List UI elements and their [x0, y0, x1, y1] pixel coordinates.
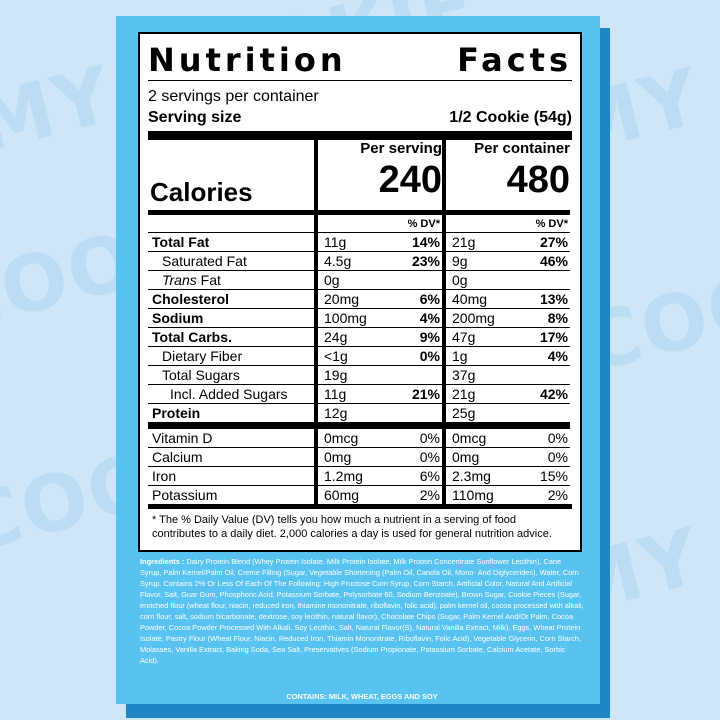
servings-per-container: 2 servings per container: [148, 88, 319, 105]
serving-value: 19g: [314, 366, 442, 385]
vitamin-name: Iron: [148, 467, 314, 486]
serving-value: 11g 21%: [314, 385, 442, 404]
serving-value: 12g: [314, 404, 442, 422]
serving-value: 1.2mg 6%: [314, 467, 442, 486]
serving-value: 100mg 4%: [314, 309, 442, 328]
container-value: 110mg 2%: [442, 486, 570, 504]
dv-footnote: * The % Daily Value (DV) tells you how m…: [148, 504, 572, 541]
per-serving-label: Per serving: [360, 140, 442, 157]
serving-value: 24g 9%: [314, 328, 442, 347]
container-value: 21g 42%: [442, 385, 570, 404]
serving-value: 20mg 6%: [314, 290, 442, 309]
vitamin-name: Calcium: [148, 448, 314, 467]
calories-per-container: 480: [506, 159, 570, 201]
container-value: 25g: [442, 404, 570, 422]
serving-value: 0mcg 0%: [314, 429, 442, 448]
serving-value: 60mg 2%: [314, 486, 442, 504]
per-container-column: Per container 480: [442, 140, 570, 210]
serving-value: 4.5g 23%: [314, 252, 442, 271]
separator: [314, 210, 442, 215]
container-value: 0g: [442, 271, 570, 290]
container-value: 1g 4%: [442, 347, 570, 366]
title-facts: Facts: [457, 41, 572, 79]
nutrient-name: Sodium: [148, 309, 314, 328]
container-value: 47g 17%: [442, 328, 570, 347]
per-container-label: Per container: [474, 140, 570, 157]
separator: [148, 210, 314, 215]
nutrient-name: Trans Fat: [148, 271, 314, 290]
container-value: 0mg 0%: [442, 448, 570, 467]
serving-value: 11g 14%: [314, 233, 442, 252]
per-serving-column: Per serving 240: [314, 140, 442, 210]
nutrient-name: Total Carbs.: [148, 328, 314, 347]
container-value: 9g 46%: [442, 252, 570, 271]
dv-header-blank: [148, 215, 314, 233]
allergen-statement: CONTAINS: MILK, WHEAT, EGGS AND SOY: [286, 692, 438, 701]
container-value: 0mcg 0%: [442, 429, 570, 448]
ingredients-text: Ingredients : Dairy Protein Blend (Whey …: [140, 556, 584, 666]
dv-header-container: % DV*: [442, 215, 570, 233]
title-nutrition: Nutrition: [148, 41, 347, 79]
ingredients-list: Dairy Protein Blend (Whey Protein Isolat…: [140, 557, 584, 665]
nutrient-name: Incl. Added Sugars: [148, 385, 314, 404]
nutrient-name: Total Fat: [148, 233, 314, 252]
serving-size-row: Serving size 1/2 Cookie (54g): [148, 107, 572, 140]
serving-value: <1g 0%: [314, 347, 442, 366]
container-value: 200mg 8%: [442, 309, 570, 328]
serving-value: 0g: [314, 271, 442, 290]
nutrient-name: Dietary Fiber: [148, 347, 314, 366]
nutrition-facts-label: Nutrition Facts 2 servings per container…: [138, 32, 582, 552]
nutrient-name: Saturated Fat: [148, 252, 314, 271]
container-value: 40mg 13%: [442, 290, 570, 309]
nutrient-table: Calories Per serving 240 Per container 4…: [148, 140, 572, 504]
ingredients-label: Ingredients :: [140, 557, 185, 566]
separator: [442, 210, 570, 215]
vitamin-name: Potassium: [152, 487, 218, 503]
vitamin-name: Vitamin D: [148, 429, 314, 448]
calories-per-serving: 240: [378, 159, 442, 201]
nutrient-name: Total Sugars: [148, 366, 314, 385]
serving-size-label: Serving size: [148, 109, 242, 126]
calories-label: Calories: [150, 177, 253, 207]
calories-cell: Calories: [148, 140, 314, 210]
nutrient-name: Cholesterol: [148, 290, 314, 309]
separator: [148, 422, 570, 429]
serving-size-value: 1/2 Cookie (54g): [449, 109, 572, 126]
label-title: Nutrition Facts: [148, 38, 572, 81]
nutrient-name: Protein: [152, 405, 201, 421]
dv-header-serving: % DV*: [314, 215, 442, 233]
container-value: 37g: [442, 366, 570, 385]
container-value: 2.3mg 15%: [442, 467, 570, 486]
container-value: 21g 27%: [442, 233, 570, 252]
serving-value: 0mg 0%: [314, 448, 442, 467]
